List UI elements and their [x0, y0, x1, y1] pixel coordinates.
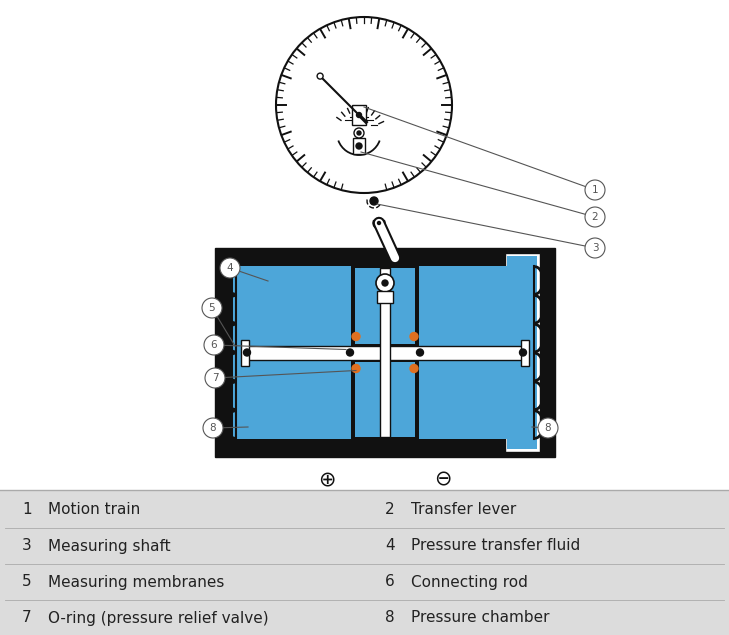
- Text: 5: 5: [208, 303, 215, 313]
- Circle shape: [354, 128, 364, 138]
- Text: Connecting rod: Connecting rod: [411, 575, 528, 589]
- Circle shape: [357, 131, 361, 135]
- Circle shape: [538, 418, 558, 438]
- Bar: [241, 340, 249, 366]
- Circle shape: [410, 333, 418, 340]
- Text: Motion train: Motion train: [48, 502, 140, 518]
- Bar: [505, 253, 540, 452]
- Text: ⊖: ⊖: [434, 469, 451, 489]
- Text: 2: 2: [385, 502, 394, 518]
- Text: 8: 8: [545, 423, 551, 433]
- Text: 7: 7: [22, 610, 31, 625]
- Bar: [355, 268, 415, 344]
- Text: 4: 4: [227, 263, 233, 273]
- Text: O-ring (pressure relief valve): O-ring (pressure relief valve): [48, 610, 268, 625]
- Bar: [353, 138, 365, 154]
- Circle shape: [352, 333, 360, 340]
- Text: Measuring membranes: Measuring membranes: [48, 575, 225, 589]
- Bar: [233, 266, 537, 439]
- Text: 3: 3: [592, 243, 599, 253]
- Text: Measuring shaft: Measuring shaft: [48, 538, 171, 554]
- Circle shape: [382, 280, 388, 286]
- Circle shape: [203, 418, 223, 438]
- Text: 8: 8: [385, 610, 394, 625]
- Circle shape: [378, 222, 381, 225]
- Circle shape: [410, 364, 418, 373]
- Circle shape: [317, 73, 323, 79]
- Bar: [352, 105, 366, 125]
- Bar: [507, 256, 537, 449]
- Circle shape: [276, 17, 452, 193]
- Bar: [377, 291, 393, 303]
- Text: 1: 1: [592, 185, 599, 195]
- Bar: [351, 266, 419, 439]
- Bar: [355, 361, 415, 437]
- Text: Pressure chamber: Pressure chamber: [411, 610, 550, 625]
- Bar: [419, 266, 535, 439]
- Bar: [248, 345, 522, 359]
- Bar: [380, 268, 390, 437]
- Circle shape: [585, 180, 605, 200]
- Text: 1: 1: [22, 502, 31, 518]
- Circle shape: [520, 349, 526, 356]
- Bar: [521, 340, 529, 366]
- Text: 3: 3: [22, 538, 32, 554]
- Circle shape: [352, 364, 360, 373]
- Circle shape: [416, 349, 424, 356]
- Text: 8: 8: [210, 423, 217, 433]
- Circle shape: [356, 112, 362, 117]
- Text: 7: 7: [211, 373, 218, 383]
- Text: 4: 4: [385, 538, 394, 554]
- Circle shape: [202, 298, 222, 318]
- Bar: [0, 490, 729, 635]
- Circle shape: [376, 274, 394, 292]
- Circle shape: [585, 238, 605, 258]
- Text: 5: 5: [22, 575, 31, 589]
- Text: 6: 6: [211, 340, 217, 350]
- Circle shape: [370, 197, 378, 205]
- Circle shape: [356, 143, 362, 149]
- Text: 2: 2: [592, 212, 599, 222]
- Bar: [215, 248, 555, 457]
- Text: Pressure transfer fluid: Pressure transfer fluid: [411, 538, 580, 554]
- Circle shape: [585, 207, 605, 227]
- Circle shape: [220, 258, 240, 278]
- Text: ⊕: ⊕: [319, 469, 336, 489]
- Text: 6: 6: [385, 575, 394, 589]
- Circle shape: [376, 220, 382, 226]
- Circle shape: [346, 349, 354, 356]
- Circle shape: [205, 368, 225, 388]
- Text: Transfer lever: Transfer lever: [411, 502, 516, 518]
- Circle shape: [204, 335, 224, 355]
- Circle shape: [243, 349, 251, 356]
- Bar: [235, 266, 351, 439]
